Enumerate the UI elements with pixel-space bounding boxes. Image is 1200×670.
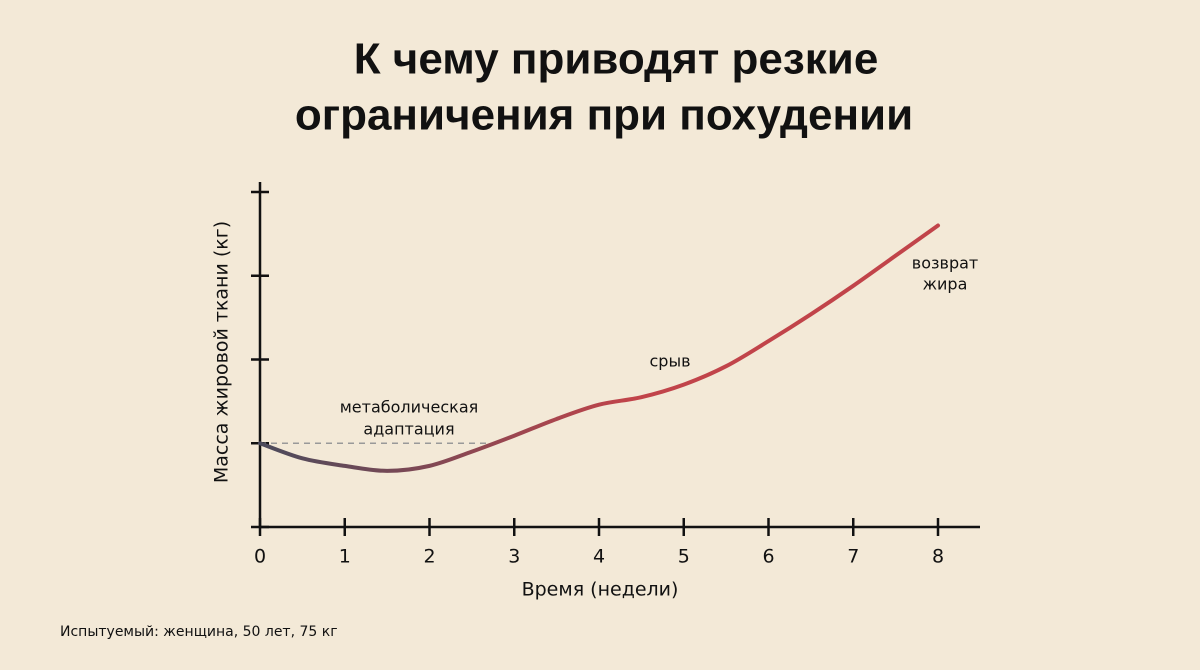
x-tick-label: 8 [932, 546, 944, 568]
annotation: адаптация [363, 420, 454, 439]
chart-title: ограничения при похудении [295, 91, 913, 140]
x-tick-label: 6 [762, 546, 774, 568]
x-tick-label: 7 [847, 546, 859, 568]
y-axis-label: Масса жировой ткани (кг) [211, 221, 233, 483]
annotation: срыв [649, 352, 690, 371]
x-tick-label: 1 [339, 546, 351, 568]
annotation: возврат [912, 254, 978, 273]
x-tick-label: 3 [508, 546, 520, 568]
x-tick-label: 0 [254, 546, 266, 568]
footnote: Испытуемый: женщина, 50 лет, 75 кг [60, 624, 338, 640]
x-tick-label: 2 [423, 546, 435, 568]
chart-title: К чему приводят резкие [354, 35, 879, 84]
annotation: жира [923, 275, 968, 294]
x-tick-label: 4 [593, 546, 605, 568]
annotation: метаболическая [340, 398, 479, 417]
x-axis-label: Время (недели) [522, 579, 679, 601]
x-tick-label: 5 [678, 546, 690, 568]
data-line [258, 223, 940, 473]
